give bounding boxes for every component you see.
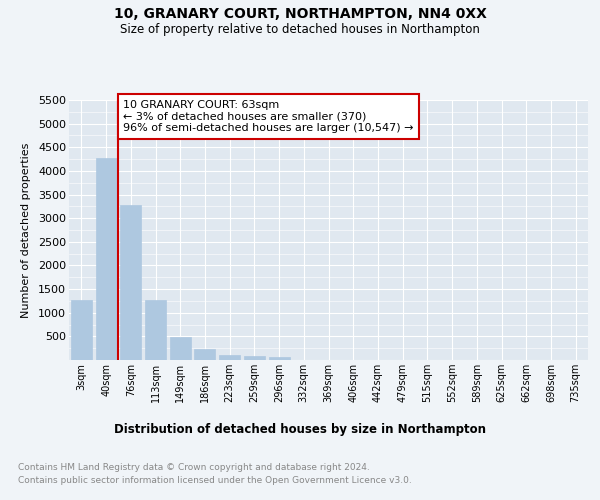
Text: 10 GRANARY COURT: 63sqm
← 3% of detached houses are smaller (370)
96% of semi-de: 10 GRANARY COURT: 63sqm ← 3% of detached… bbox=[124, 100, 414, 133]
Bar bbox=[170, 338, 191, 360]
Text: Distribution of detached houses by size in Northampton: Distribution of detached houses by size … bbox=[114, 422, 486, 436]
Bar bbox=[269, 357, 290, 360]
Bar bbox=[219, 355, 240, 360]
Bar bbox=[145, 300, 166, 360]
Bar bbox=[120, 206, 141, 360]
Text: Contains HM Land Registry data © Crown copyright and database right 2024.: Contains HM Land Registry data © Crown c… bbox=[18, 462, 370, 471]
Y-axis label: Number of detached properties: Number of detached properties bbox=[21, 142, 31, 318]
Bar bbox=[71, 300, 92, 360]
Bar bbox=[194, 348, 215, 360]
Bar bbox=[95, 158, 116, 360]
Text: Size of property relative to detached houses in Northampton: Size of property relative to detached ho… bbox=[120, 22, 480, 36]
Text: 10, GRANARY COURT, NORTHAMPTON, NN4 0XX: 10, GRANARY COURT, NORTHAMPTON, NN4 0XX bbox=[113, 8, 487, 22]
Text: Contains public sector information licensed under the Open Government Licence v3: Contains public sector information licen… bbox=[18, 476, 412, 485]
Bar bbox=[244, 356, 265, 360]
